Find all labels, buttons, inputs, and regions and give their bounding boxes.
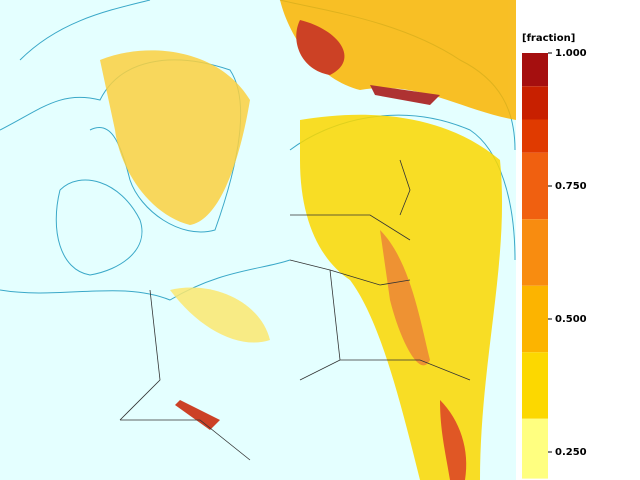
colorbar-tick-label: 1.000	[555, 48, 587, 59]
colorbar-band	[522, 119, 548, 153]
colorbar-band	[522, 219, 548, 286]
legend-unit: [fraction]	[522, 33, 575, 44]
legend: [fraction] 1.000 0.750 0.500 0.250	[522, 33, 587, 479]
colorbar-band	[522, 53, 548, 87]
colorbar-band	[522, 86, 548, 120]
colorbar-band	[522, 352, 548, 419]
borders	[119, 159, 471, 461]
map	[0, 0, 516, 480]
colorbar-band	[522, 152, 548, 220]
colorbar-tick-label: 0.250	[555, 447, 587, 458]
colorbar-band	[522, 285, 548, 353]
colorbar-band	[522, 418, 548, 479]
colorbar-tick-label: 0.500	[555, 314, 587, 325]
colorbar-tick-label: 0.750	[555, 181, 587, 192]
field	[100, 0, 516, 480]
